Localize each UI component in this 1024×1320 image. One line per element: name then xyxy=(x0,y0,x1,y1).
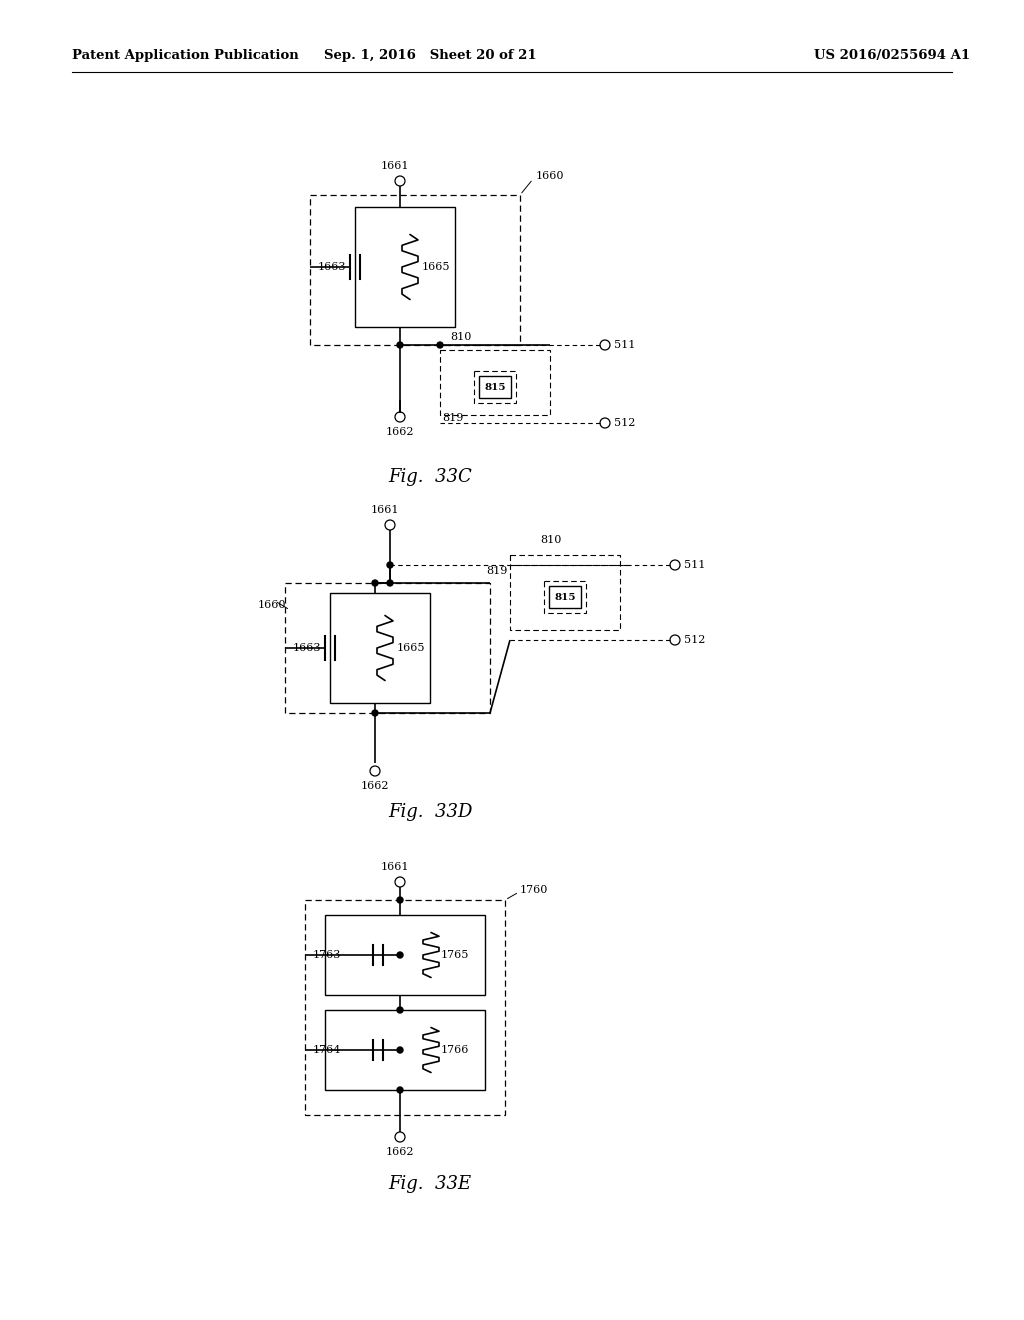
Text: US 2016/0255694 A1: US 2016/0255694 A1 xyxy=(814,49,970,62)
Bar xyxy=(510,554,620,630)
Circle shape xyxy=(397,1086,403,1093)
Text: Fig.  33D: Fig. 33D xyxy=(388,803,472,821)
Bar xyxy=(544,581,586,612)
Text: 1760: 1760 xyxy=(520,884,549,895)
Text: 1663: 1663 xyxy=(318,261,346,272)
Circle shape xyxy=(372,710,378,715)
Bar xyxy=(325,915,485,995)
Text: 1764: 1764 xyxy=(313,1045,341,1055)
Bar xyxy=(325,1010,485,1090)
Bar xyxy=(330,593,430,704)
Text: 1661: 1661 xyxy=(371,506,399,515)
Bar xyxy=(474,371,516,403)
Bar xyxy=(440,350,550,414)
Text: 1660: 1660 xyxy=(258,601,287,610)
Text: 1665: 1665 xyxy=(397,643,426,653)
Text: 810: 810 xyxy=(540,535,561,545)
Text: 1662: 1662 xyxy=(386,1147,415,1158)
Bar xyxy=(310,195,520,345)
Circle shape xyxy=(397,1007,403,1012)
Circle shape xyxy=(387,562,393,568)
Circle shape xyxy=(372,579,378,586)
Text: 810: 810 xyxy=(450,333,471,342)
Text: 1662: 1662 xyxy=(360,781,389,791)
Text: 512: 512 xyxy=(614,418,635,428)
Text: 1763: 1763 xyxy=(313,950,341,960)
Bar xyxy=(355,207,455,327)
Circle shape xyxy=(397,342,403,348)
Bar xyxy=(549,586,581,609)
Text: 1765: 1765 xyxy=(441,950,469,960)
Bar xyxy=(285,583,490,713)
Bar xyxy=(305,900,505,1115)
Text: 1663: 1663 xyxy=(293,643,322,653)
Text: Sep. 1, 2016   Sheet 20 of 21: Sep. 1, 2016 Sheet 20 of 21 xyxy=(324,49,537,62)
Text: 1661: 1661 xyxy=(381,862,410,873)
Text: 815: 815 xyxy=(484,383,506,392)
Text: Patent Application Publication: Patent Application Publication xyxy=(72,49,299,62)
Circle shape xyxy=(437,342,443,348)
Text: 512: 512 xyxy=(684,635,706,645)
Text: 1662: 1662 xyxy=(386,426,415,437)
Text: Fig.  33C: Fig. 33C xyxy=(388,469,472,486)
Text: 815: 815 xyxy=(554,593,575,602)
Circle shape xyxy=(387,579,393,586)
Text: 1660: 1660 xyxy=(536,172,564,181)
Text: 1665: 1665 xyxy=(422,261,451,272)
Text: 819: 819 xyxy=(442,413,464,422)
Text: 819: 819 xyxy=(486,566,508,576)
Bar xyxy=(479,376,511,399)
Circle shape xyxy=(397,952,403,958)
Circle shape xyxy=(397,898,403,903)
Text: 1766: 1766 xyxy=(441,1045,469,1055)
Text: 1661: 1661 xyxy=(381,161,410,172)
Circle shape xyxy=(397,1047,403,1053)
Text: 511: 511 xyxy=(684,560,706,570)
Text: Fig.  33E: Fig. 33E xyxy=(388,1175,472,1193)
Text: 511: 511 xyxy=(614,341,635,350)
